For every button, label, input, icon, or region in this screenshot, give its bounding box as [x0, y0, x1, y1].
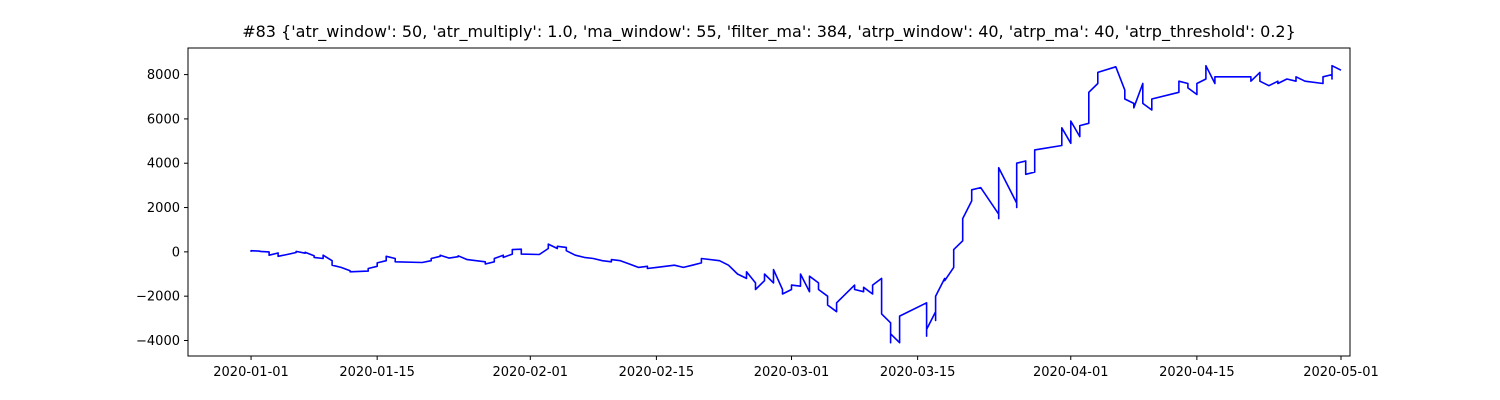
chart-title: #83 {'atr_window': 50, 'atr_multiply': 1…: [242, 22, 1296, 41]
y-tick-label: 8000: [147, 68, 180, 83]
y-tick-label: 4000: [147, 157, 180, 172]
series-layer: [250, 64, 1342, 344]
x-tick-label: 2020-04-15: [1159, 365, 1235, 380]
x-tick-label: 2020-02-15: [619, 365, 695, 380]
x-tick-label: 2020-05-01: [1303, 365, 1379, 380]
x-tick-label: 2020-03-15: [880, 365, 956, 380]
series-line: [250, 64, 1342, 344]
x-tick-label: 2020-01-01: [213, 365, 289, 380]
y-tick-label: 0: [172, 245, 180, 260]
x-tick-label: 2020-02-01: [493, 365, 569, 380]
plot-frame: [187, 47, 1351, 357]
x-axis-ticks: 2020-01-01 2020-01-15 2020-02-01 2020-02-15…: [213, 356, 1379, 380]
y-tick-label: 6000: [147, 112, 180, 127]
x-tick-label: 2020-03-01: [754, 365, 830, 380]
x-tick-label: 2020-04-01: [1033, 365, 1109, 380]
x-tick-label: 2020-01-15: [339, 365, 415, 380]
y-tick-label: −2000: [136, 290, 180, 305]
y-tick-label: −4000: [136, 334, 180, 349]
plot-area: [188, 48, 1350, 356]
y-axis-ticks: −4000 −2000 0 2000 4000 6000 8000: [136, 68, 188, 349]
y-tick-label: 2000: [147, 201, 180, 216]
